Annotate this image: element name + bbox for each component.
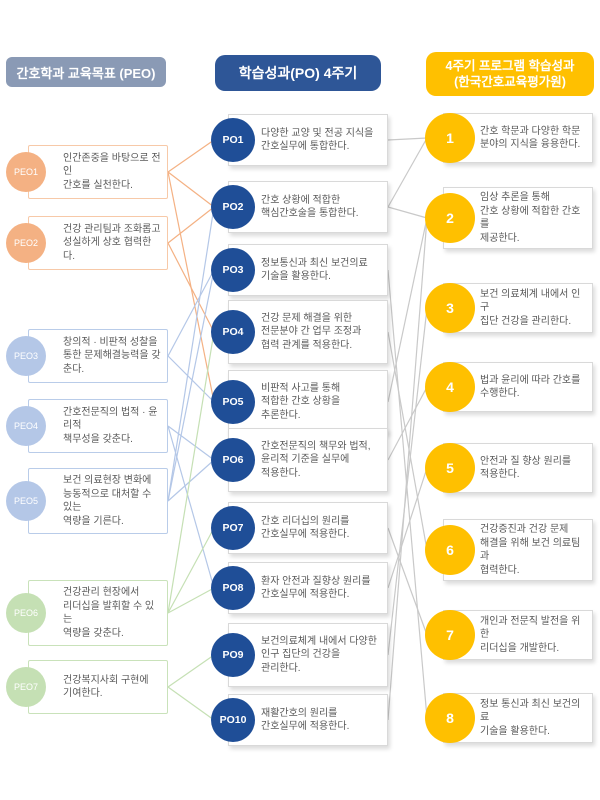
peo-badge-peo4: PEO4 <box>6 406 46 446</box>
peo-column-header: 간호학과 교육목표 (PEO) <box>6 57 166 87</box>
peo-text-peo7: 건강복지사회 구현에 기여한다. <box>63 674 149 700</box>
k-badge-8: 8 <box>425 693 475 743</box>
peo-badge-peo6: PEO6 <box>6 593 46 633</box>
po-text-po10: 재활간호의 원리를 간호실무에 적용한다. <box>261 707 350 733</box>
peo-text-peo4: 간호전문직의 법적 · 윤리적 책무성을 갖춘다. <box>63 406 158 445</box>
po-text-po3: 정보통신과 최신 보건의료 기술을 활용한다. <box>261 257 368 283</box>
k-badge-label: 6 <box>446 542 454 558</box>
po-badge-label: PO7 <box>222 522 244 534</box>
po-badge-label: PO3 <box>222 264 244 276</box>
peo-box-peo6: 건강관리 현장에서 리더십을 발휘할 수 있는 역량을 갖춘다. <box>28 580 168 646</box>
k-badge-2: 2 <box>425 193 475 243</box>
po-badge-po1: PO1 <box>211 118 255 162</box>
peo-box-peo1: 인간존중을 바탕으로 전인 간호를 실천한다. <box>28 145 168 199</box>
peo-text-peo1: 인간존중을 바탕으로 전인 간호를 실천한다. <box>63 152 161 191</box>
po-badge-po2: PO2 <box>211 185 255 229</box>
po-badge-label: PO10 <box>219 714 247 726</box>
k-badge-4: 4 <box>425 362 475 412</box>
po-box-po4: 건강 문제 해결을 위한 전문분야 간 업무 조정과 협력 관계를 적용한다. <box>228 300 388 364</box>
peo-badge-peo5: PEO5 <box>6 481 46 521</box>
po-column-header: 학습성과(PO) 4주기 <box>215 55 381 91</box>
k-badge-label: 4 <box>446 379 454 395</box>
po-header-label: 학습성과(PO) 4주기 <box>238 65 358 81</box>
peo-badge-label: PEO4 <box>13 421 38 431</box>
peo-text-peo6: 건강관리 현장에서 리더십을 발휘할 수 있는 역량을 갖춘다. <box>63 587 155 639</box>
po-badge-po9: PO9 <box>211 633 255 677</box>
po-box-po2: 간호 상황에 적합한 핵심간호술을 통합한다. <box>228 181 388 233</box>
k-text-8: 정보 통신과 최신 보건의료 기술을 활용한다. <box>480 698 581 737</box>
k-badge-label: 7 <box>446 627 454 643</box>
k-badge-label: 5 <box>446 460 454 476</box>
peo-box-peo7: 건강복지사회 구현에 기여한다. <box>28 660 168 714</box>
k-text-3: 보건 의료체계 내에서 인구 집단 건강을 관리한다. <box>480 288 581 327</box>
po-text-po4: 건강 문제 해결을 위한 전문분야 간 업무 조정과 협력 관계를 적용한다. <box>261 312 362 351</box>
k-badge-label: 2 <box>446 210 454 226</box>
peo-badge-label: PEO7 <box>13 682 38 692</box>
po-badge-po8: PO8 <box>211 566 255 610</box>
po-text-po6: 간호전문직의 책무와 법적, 윤리적 기준을 실무에 적용한다. <box>261 440 371 479</box>
po-badge-label: PO5 <box>222 396 244 408</box>
po-badge-po5: PO5 <box>211 380 255 424</box>
po-badge-label: PO6 <box>222 454 244 466</box>
peo-badge-label: PEO1 <box>13 167 38 177</box>
peo-badge-peo1: PEO1 <box>6 152 46 192</box>
po-text-po8: 환자 안전과 질향상 원리를 간호실무에 적용한다. <box>261 575 371 601</box>
k-badge-label: 1 <box>446 130 454 146</box>
kabone-column-header: 4주기 프로그램 학습성과 (한국간호교육평가원) <box>426 52 594 96</box>
k-text-6: 건강증진과 건강 문제 해결을 위해 보건 의료팀과 협력한다. <box>480 524 581 576</box>
peo-badge-peo7: PEO7 <box>6 667 46 707</box>
po-text-po1: 다양한 교양 및 전공 지식을 간호실무에 통합한다. <box>261 127 374 153</box>
peo-badge-peo3: PEO3 <box>6 336 46 376</box>
peo-text-peo5: 보건 의료현장 변화에 능동적으로 대처할 수 있는 역량을 기른다. <box>63 475 152 527</box>
po-text-po2: 간호 상황에 적합한 핵심간호술을 통합한다. <box>261 194 359 220</box>
k-badge-1: 1 <box>425 113 475 163</box>
k-badge-label: 3 <box>446 300 454 316</box>
po-badge-po4: PO4 <box>211 310 255 354</box>
po-badge-label: PO8 <box>222 582 244 594</box>
po-badge-label: PO9 <box>222 649 244 661</box>
peo-text-peo3: 창의적 · 비판적 성찰을 통한 문제해결능력을 갖춘다. <box>63 336 161 375</box>
kabone-header-line1: 4주기 프로그램 학습성과 <box>445 58 575 73</box>
peo-badge-label: PEO5 <box>13 496 38 506</box>
k-text-2: 임상 추론을 통해 간호 상황에 적합한 간호를 제공한다. <box>480 192 581 244</box>
peo-badge-label: PEO6 <box>13 608 38 618</box>
k-badge-6: 6 <box>425 525 475 575</box>
peo-box-peo2: 건강 관리팀과 조화롭고 성실하게 상호 협력한다. <box>28 216 168 270</box>
peo-header-label: 간호학과 교육목표 (PEO) <box>16 65 156 81</box>
po-badge-po3: PO3 <box>211 248 255 292</box>
peo-badge-peo2: PEO2 <box>6 223 46 263</box>
po-badge-po6: PO6 <box>211 438 255 482</box>
k-badge-7: 7 <box>425 610 475 660</box>
peo-badge-label: PEO2 <box>13 238 38 248</box>
po-badge-po10: PO10 <box>211 698 255 742</box>
peo-badge-label: PEO3 <box>13 351 38 361</box>
po-badge-label: PO4 <box>222 326 244 338</box>
po-text-po5: 비판적 사고를 통해 적합한 간호 상황을 추론한다. <box>261 382 341 421</box>
k-text-7: 개인과 전문직 발전을 위한 리더십을 개발한다. <box>480 615 581 654</box>
kabone-header-line2: (한국간호교육평가원) <box>454 75 566 89</box>
peo-box-peo5: 보건 의료현장 변화에 능동적으로 대처할 수 있는 역량을 기른다. <box>28 468 168 534</box>
k-badge-3: 3 <box>425 283 475 333</box>
peo-box-peo3: 창의적 · 비판적 성찰을 통한 문제해결능력을 갖춘다. <box>28 329 168 383</box>
po-badge-label: PO2 <box>222 201 244 213</box>
k-badge-label: 8 <box>446 710 454 726</box>
peo-text-peo2: 건강 관리팀과 조화롭고 성실하게 상호 협력한다. <box>63 223 161 262</box>
po-text-po9: 보건의료체계 내에서 다양한 인구 집단의 건강을 관리한다. <box>261 635 377 674</box>
k-text-5: 안전과 질 향상 원리를 적용한다. <box>480 455 572 481</box>
k-text-1: 간호 학문과 다양한 학문 분야의 지식을 융용한다. <box>480 125 581 151</box>
po-badge-po7: PO7 <box>211 506 255 550</box>
po-box-po3: 정보통신과 최신 보건의료 기술을 활용한다. <box>228 244 388 296</box>
k-text-4: 법과 윤리에 따라 간호를 수행한다. <box>480 374 581 400</box>
po-badge-label: PO1 <box>222 134 244 146</box>
k-badge-5: 5 <box>425 443 475 493</box>
po-text-po7: 간호 리더십의 원리를 간호실무에 적용한다. <box>261 515 350 541</box>
peo-box-peo4: 간호전문직의 법적 · 윤리적 책무성을 갖춘다. <box>28 399 168 453</box>
